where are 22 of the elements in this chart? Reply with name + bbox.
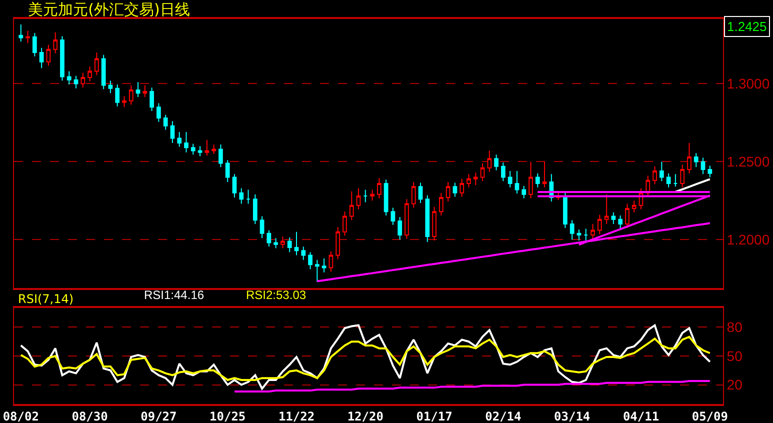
y-tick-label: 1.2500 xyxy=(726,154,770,170)
y-tick-label: 1.3000 xyxy=(726,76,770,92)
x-tick-label: 04/11 xyxy=(622,409,660,423)
x-tick-label: 11/22 xyxy=(278,409,315,423)
text: 1.2425 xyxy=(727,19,767,34)
y-tick-label: 80 xyxy=(726,319,743,336)
x-tick-label: 12/20 xyxy=(347,409,384,423)
x-tick-label: 05/09 xyxy=(692,409,728,423)
y-tick-label: 1.2000 xyxy=(726,232,770,248)
x-tick-label: 10/25 xyxy=(210,409,246,423)
x-tick-label: 03/14 xyxy=(554,409,590,423)
x-tick-label: 01/17 xyxy=(416,409,452,423)
chart-title: 美元加元(外汇交易)日线 xyxy=(28,0,190,18)
annotation: RSI2:53.03 xyxy=(246,288,306,302)
y-tick-label: 20 xyxy=(726,376,743,393)
x-tick-label: 08/30 xyxy=(72,409,108,423)
annotation: RSI1:44.16 xyxy=(144,288,204,302)
chart-title: RSI(7,14) xyxy=(18,292,74,306)
x-tick-label: 08/02 xyxy=(2,409,39,423)
y-tick-label: 50 xyxy=(726,348,743,364)
x-tick-label: 09/27 xyxy=(140,409,177,423)
x-tick-label: 02/14 xyxy=(485,409,522,423)
